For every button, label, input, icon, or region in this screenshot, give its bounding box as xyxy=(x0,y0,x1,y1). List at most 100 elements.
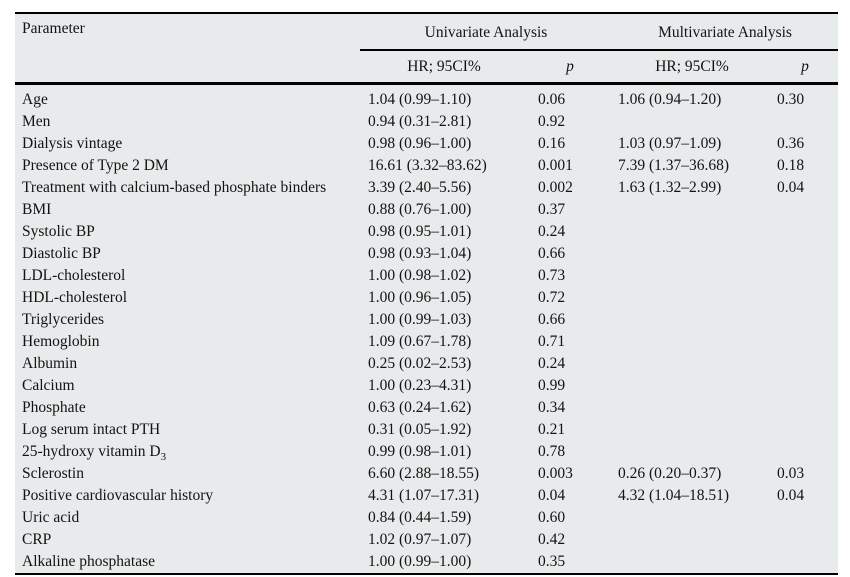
parameter-cell: 25-hydroxy vitamin D3 xyxy=(22,443,167,463)
multivariate-p-cell xyxy=(772,287,838,309)
multivariate-p-cell: 0.36 xyxy=(777,135,805,152)
univariate-hr-cell: 0.88 (0.76–1.00) xyxy=(368,201,472,218)
parameter-cell: Hemoglobin xyxy=(22,333,100,350)
column-header-multivariate-p: p xyxy=(772,50,839,85)
parameter-cell: Albumin xyxy=(22,355,78,372)
multivariate-hr-cell xyxy=(612,419,772,441)
univariate-hr-cell: 16.61 (3.32–83.62) xyxy=(368,157,487,174)
table-row: Sclerostin 6.60 (2.88–18.55) 0.003 0.26 (0.… xyxy=(15,463,838,485)
multivariate-p-cell xyxy=(772,551,838,574)
multivariate-p-cell xyxy=(772,529,838,551)
table-row: BMI 0.88 (0.76–1.00) 0.37 xyxy=(15,199,838,221)
multivariate-hr-cell xyxy=(612,199,772,221)
table-row: Men 0.94 (0.31–2.81) 0.92 xyxy=(15,111,838,133)
parameter-cell: LDL-cholesterol xyxy=(22,267,126,284)
multivariate-hr-cell xyxy=(612,529,772,551)
univariate-p-cell: 0.71 xyxy=(538,333,566,350)
univariate-hr-cell: 1.00 (0.98–1.02) xyxy=(368,267,472,284)
column-header-multivariate-hr: HR; 95CI% xyxy=(612,50,772,85)
univariate-hr-cell: 4.31 (1.07–17.31) xyxy=(368,487,480,504)
multivariate-p-cell xyxy=(772,111,838,133)
multivariate-hr-cell: 7.39 (1.37–36.68) xyxy=(618,157,730,174)
univariate-p-cell: 0.003 xyxy=(538,465,573,482)
table-row: Age 1.04 (0.99–1.10) 0.06 1.06 (0.94–1.20) 0… xyxy=(15,84,838,112)
multivariate-hr-cell: 0.26 (0.20–0.37) xyxy=(618,465,722,482)
table-row: Presence of Type 2 DM 16.61 (3.32–83.62) 0… xyxy=(15,155,838,177)
parameter-cell: Men xyxy=(22,113,51,130)
univariate-p-cell: 0.92 xyxy=(538,113,566,130)
column-header-parameter: Parameter xyxy=(15,13,360,85)
column-group-univariate: Univariate Analysis xyxy=(360,13,612,51)
univariate-p-cell: 0.04 xyxy=(538,487,566,504)
univariate-p-cell: 0.06 xyxy=(538,91,566,108)
univariate-p-cell: 0.21 xyxy=(538,421,566,438)
table-body: Age 1.04 (0.99–1.10) 0.06 1.06 (0.94–1.20) 0… xyxy=(15,84,838,575)
multivariate-p-cell xyxy=(772,331,838,353)
univariate-hr-cell: 1.09 (0.67–1.78) xyxy=(368,333,472,350)
multivariate-hr-cell xyxy=(612,221,772,243)
column-header-univariate-hr: HR; 95CI% xyxy=(360,50,528,85)
multivariate-p-cell xyxy=(772,265,838,287)
parameter-cell: CRP xyxy=(22,531,52,548)
univariate-hr-cell: 1.00 (0.99–1.00) xyxy=(368,553,472,570)
table-row: Calcium 1.00 (0.23–4.31) 0.99 xyxy=(15,375,838,397)
multivariate-hr-cell xyxy=(612,551,772,574)
univariate-p-cell: 0.78 xyxy=(538,443,566,460)
univariate-p-cell: 0.73 xyxy=(538,267,566,284)
univariate-hr-cell: 0.84 (0.44–1.59) xyxy=(368,509,472,526)
multivariate-hr-cell xyxy=(612,243,772,265)
univariate-hr-cell: 1.04 (0.99–1.10) xyxy=(368,91,472,108)
sub-header-row: HR; 95CI% p HR; 95CI% p xyxy=(15,50,839,85)
univariate-p-cell: 0.42 xyxy=(538,531,566,548)
univariate-p-cell: 0.001 xyxy=(538,157,573,174)
multivariate-hr-cell: 4.32 (1.04–18.51) xyxy=(618,487,730,504)
column-header-univariate-p: p xyxy=(528,50,612,85)
parameter-cell: Presence of Type 2 DM xyxy=(22,157,169,174)
results-table: Parameter Univariate Analysis Multivaria… xyxy=(15,12,839,575)
parameter-cell: Diastolic BP xyxy=(22,245,101,262)
multivariate-p-cell xyxy=(772,397,838,419)
table-row: Albumin 0.25 (0.02–2.53) 0.24 xyxy=(15,353,838,375)
univariate-hr-cell: 1.00 (0.96–1.05) xyxy=(368,289,472,306)
univariate-hr-cell: 3.39 (2.40–5.56) xyxy=(368,179,472,196)
multivariate-hr-cell xyxy=(612,111,772,133)
univariate-p-cell: 0.66 xyxy=(538,245,566,262)
univariate-hr-cell: 1.00 (0.99–1.03) xyxy=(368,311,472,328)
table-row: Treatment with calcium-based phosphate b… xyxy=(15,177,838,199)
multivariate-hr-cell: 1.06 (0.94–1.20) xyxy=(618,91,722,108)
table-row: CRP 1.02 (0.97–1.07) 0.42 xyxy=(15,529,838,551)
univariate-p-cell: 0.60 xyxy=(538,509,566,526)
multivariate-p-cell: 0.04 xyxy=(777,179,805,196)
table-row: Dialysis vintage 0.98 (0.96–1.00) 0.16 1.03… xyxy=(15,133,838,155)
parameter-cell: Positive cardiovascular history xyxy=(22,487,214,504)
multivariate-hr-cell xyxy=(612,507,772,529)
table-row: Hemoglobin 1.09 (0.67–1.78) 0.71 xyxy=(15,331,838,353)
multivariate-hr-cell: 1.63 (1.32–2.99) xyxy=(618,179,722,196)
parameter-cell: Age xyxy=(22,91,48,108)
univariate-p-cell: 0.35 xyxy=(538,553,566,570)
multivariate-hr-cell xyxy=(612,441,772,463)
table-row: 25-hydroxy vitamin D3 0.99 (0.98–1.01) 0.7… xyxy=(15,441,838,463)
univariate-hr-cell: 6.60 (2.88–18.55) xyxy=(368,465,480,482)
univariate-p-cell: 0.002 xyxy=(538,179,573,196)
group-header-row: Parameter Univariate Analysis Multivaria… xyxy=(15,13,839,85)
univariate-hr-cell: 1.02 (0.97–1.07) xyxy=(368,531,472,548)
table-row: Systolic BP 0.98 (0.95–1.01) 0.24 xyxy=(15,221,838,243)
multivariate-p-cell: 0.03 xyxy=(777,465,805,482)
multivariate-hr-cell xyxy=(612,331,772,353)
parameter-cell: HDL-cholesterol xyxy=(22,289,128,306)
parameter-cell: Calcium xyxy=(22,377,75,394)
multivariate-p-cell xyxy=(772,353,838,375)
univariate-hr-cell: 0.98 (0.95–1.01) xyxy=(368,223,472,240)
parameter-cell: Triglycerides xyxy=(22,311,105,328)
table-row: HDL-cholesterol 1.00 (0.96–1.05) 0.72 xyxy=(15,287,838,309)
table-row: Uric acid 0.84 (0.44–1.59) 0.60 xyxy=(15,507,838,529)
table-row: Diastolic BP 0.98 (0.93–1.04) 0.66 xyxy=(15,243,838,265)
multivariate-p-cell xyxy=(772,441,838,463)
multivariate-hr-cell xyxy=(612,353,772,375)
multivariate-p-cell: 0.04 xyxy=(777,487,805,504)
parameter-cell: Log serum intact PTH xyxy=(22,421,161,438)
univariate-hr-cell: 0.25 (0.02–2.53) xyxy=(368,355,472,372)
univariate-p-cell: 0.37 xyxy=(538,201,566,218)
